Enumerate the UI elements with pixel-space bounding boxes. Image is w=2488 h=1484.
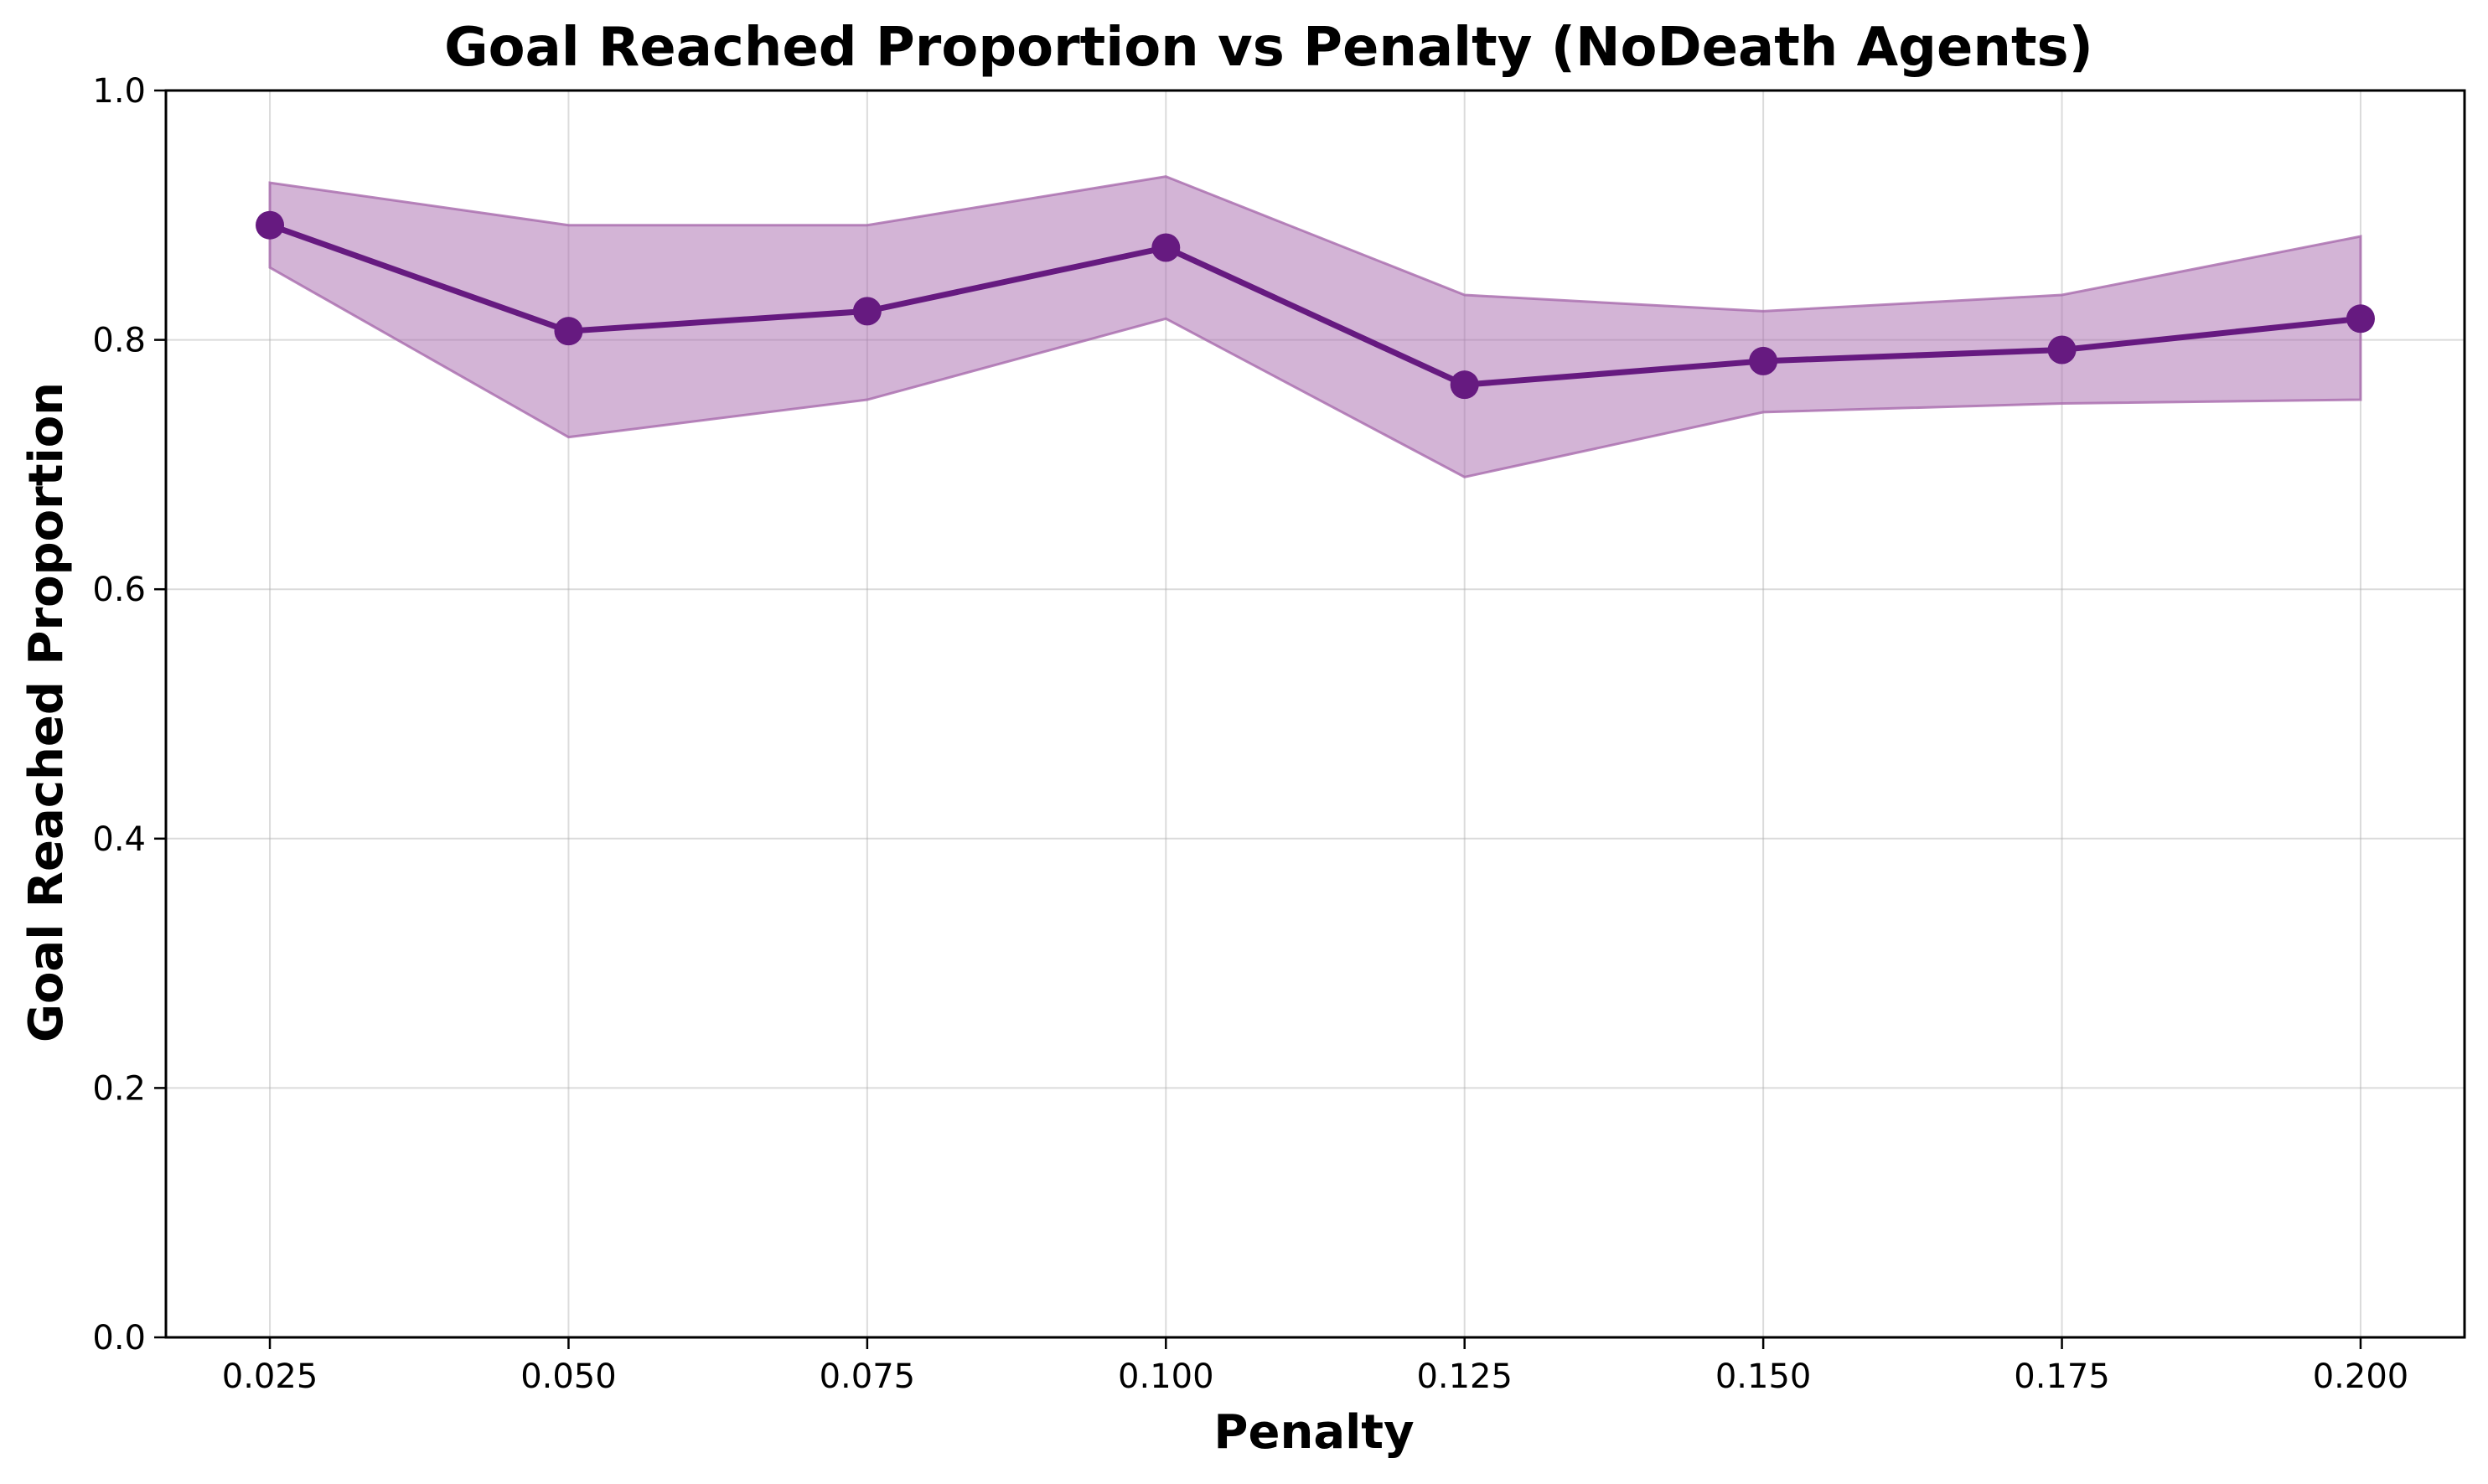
error-band-layer <box>268 175 2362 478</box>
series-line <box>266 222 2364 388</box>
data-point <box>2346 304 2375 334</box>
x-axis-label: Penalty <box>1213 1405 1414 1460</box>
data-point <box>852 297 882 326</box>
data-point <box>1450 370 1479 400</box>
y-tick-label: 0.8 <box>92 322 146 360</box>
y-axis-ticks: 0.0 0.2 0.4 0.6 0.8 1.0 <box>92 72 166 1357</box>
axes-frame <box>164 89 2466 1339</box>
x-tick-label: 0.100 <box>1118 1357 1214 1396</box>
chart-title: Goal Reached Proportion vs Penalty (NoDe… <box>444 17 2093 79</box>
y-tick-label: 1.0 <box>92 72 146 111</box>
data-point <box>1749 346 1778 375</box>
y-tick-label: 0.4 <box>92 820 146 859</box>
y-tick-label: 0.0 <box>92 1319 146 1357</box>
x-tick-label: 0.125 <box>1416 1357 1513 1396</box>
x-tick-label: 0.075 <box>820 1357 916 1396</box>
y-axis-label: Goal Reached Proportion <box>19 382 74 1042</box>
x-tick-label: 0.200 <box>2313 1357 2409 1396</box>
x-tick-label: 0.150 <box>1715 1357 1812 1396</box>
y-tick-label: 0.2 <box>92 1069 146 1108</box>
data-point <box>2047 335 2077 365</box>
data-point <box>1151 233 1181 262</box>
series-line-layer <box>266 222 2364 388</box>
data-point <box>256 210 285 240</box>
data-points-layer <box>256 210 2375 400</box>
x-tick-label: 0.050 <box>520 1357 617 1396</box>
x-axis-ticks: 0.025 0.050 0.075 0.100 0.125 0.150 0.175 0.200 <box>222 1337 2408 1396</box>
x-tick-label: 0.175 <box>2014 1357 2110 1396</box>
error-band <box>268 175 2362 478</box>
y-tick-label: 0.6 <box>92 571 146 609</box>
data-point <box>554 317 583 346</box>
x-tick-label: 0.025 <box>222 1357 318 1396</box>
